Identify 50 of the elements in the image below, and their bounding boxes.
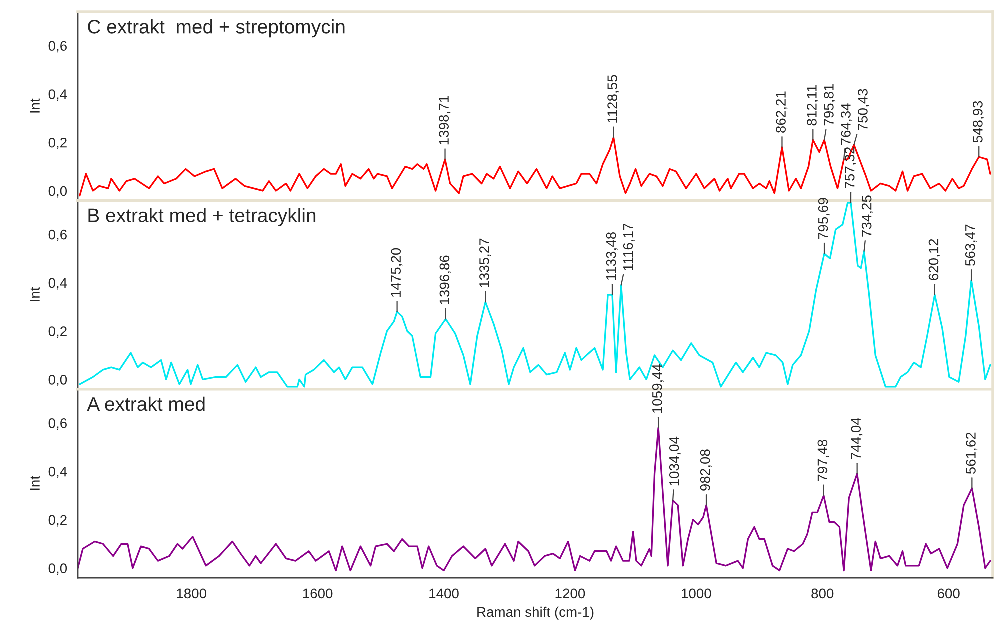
y-tick-label: 0,2: [48, 138, 67, 150]
annotation: 1128,55: [608, 75, 620, 123]
annotation: 795,69: [818, 198, 830, 240]
y-tick-label: 0,2: [48, 326, 67, 338]
x-tick-label: 600: [938, 588, 960, 599]
y-tick-label: 0,2: [48, 515, 67, 527]
x-tick-label: 1600: [303, 588, 333, 599]
y-tick-label: 0,4: [48, 90, 68, 102]
annotation: 1034,04: [669, 436, 681, 486]
y-axis-title: Int: [30, 287, 40, 302]
x-tick-label: 1800: [177, 588, 206, 599]
annotation: 1396,86: [440, 256, 452, 304]
annotation: 750,43: [858, 89, 870, 130]
annotation: 764,34: [841, 104, 853, 145]
x-axis-title: Raman shift (cm-1): [478, 606, 594, 620]
annotation: 812,11: [807, 86, 819, 126]
annotation: 1475,20: [391, 248, 403, 297]
y-axis-title: Int: [30, 476, 40, 490]
annotation: 744,04: [851, 418, 863, 460]
annotation: 862,21: [776, 92, 788, 133]
annotation: 563,47: [965, 224, 977, 266]
y-tick-label: 0,4: [48, 466, 68, 478]
y-tick-label: 0,6: [48, 41, 67, 53]
annotation: 734,25: [862, 196, 874, 237]
y-tick-label: 0,0: [48, 374, 68, 386]
x-tick-label: 1000: [682, 588, 712, 599]
annotation: 982,08: [700, 450, 712, 491]
annotation: 620,12: [928, 239, 940, 280]
y-tick-label: 0,0: [48, 564, 68, 576]
x-tick-label: 1200: [556, 588, 586, 599]
x-tick-label: 1400: [430, 588, 459, 599]
y-tick-label: 0,4: [48, 278, 68, 290]
annotation: 1335,27: [480, 238, 492, 288]
chart-title: B extrakt med + tetracyklin: [88, 208, 316, 226]
y-tick-label: 0,0: [48, 186, 68, 198]
chart-title: C extrakt med + streptomycin: [88, 20, 345, 38]
x-tick-label: 800: [812, 588, 834, 599]
annotation: 1059,44: [652, 364, 664, 414]
annotation: 1398,71: [439, 96, 451, 145]
y-axis-title: Int: [30, 98, 40, 113]
annotation: 757,32: [844, 147, 856, 188]
annotation: 797,48: [818, 440, 830, 482]
annotation: 1116,17: [623, 224, 635, 270]
y-tick-label: 0,6: [48, 418, 67, 430]
annotation: 561,62: [966, 432, 978, 474]
annotation: 548,93: [973, 101, 984, 143]
annotation: 1133,48: [606, 232, 618, 280]
y-tick-label: 0,6: [48, 230, 67, 242]
chart-title: A extrakt med: [87, 396, 205, 412]
annotation: 795,81: [824, 84, 836, 126]
